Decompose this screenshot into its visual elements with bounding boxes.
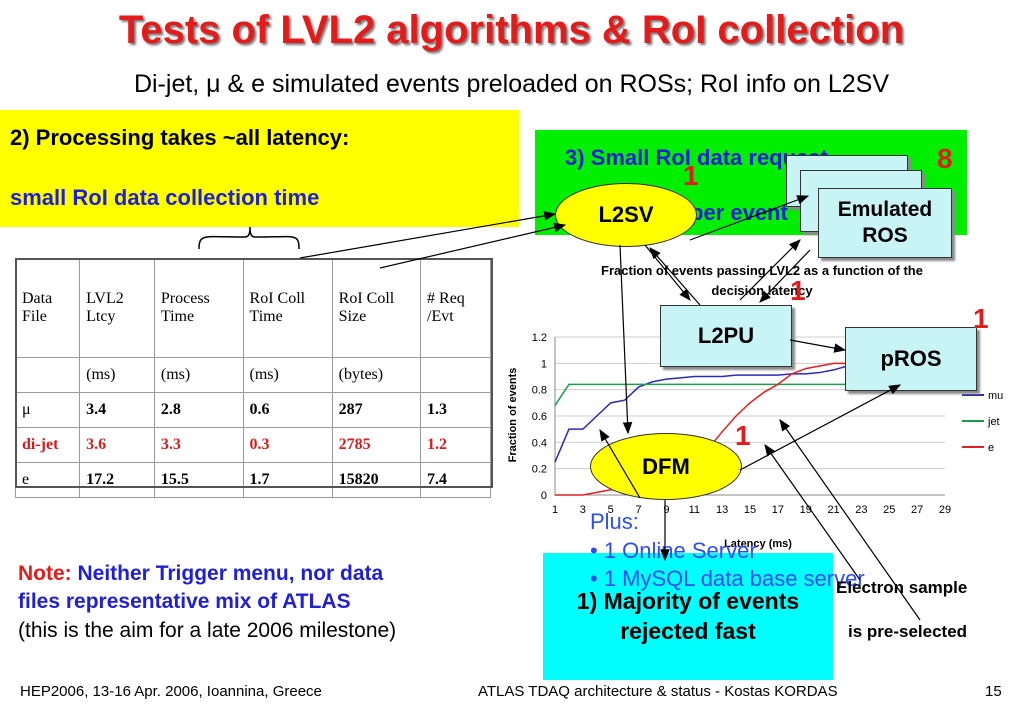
note-block: Note: Neither Trigger menu, nor data fil…: [18, 560, 396, 645]
footer-center: ATLAS TDAQ architecture & status - Kosta…: [478, 683, 838, 700]
series-line-mu: [554, 362, 890, 463]
table-row: e 17.2 15.5 1.7 15820 7.4: [14, 462, 491, 498]
y-tick-label: 0.8: [532, 385, 547, 397]
l2sv-node: L2SV: [555, 183, 697, 247]
y-tick-label: 0.6: [532, 411, 547, 423]
collection-text: small RoI data collection time: [10, 185, 320, 210]
table-cell: 17.2: [79, 462, 155, 498]
chart-ylabel: Fraction of events: [507, 368, 519, 463]
note-label: Note:: [18, 562, 72, 585]
electron-label: Electron sample: [836, 578, 968, 597]
y-tick-label: 0: [541, 490, 547, 502]
plus-heading: Plus:: [590, 509, 639, 534]
y-tick-label: 1: [541, 358, 547, 370]
x-tick-label: 29: [939, 504, 951, 516]
table-cell: 15.5: [153, 462, 244, 498]
table-border: [15, 258, 493, 488]
x-tick-label: 27: [911, 504, 923, 516]
x-tick-label: 13: [716, 504, 728, 516]
table-header: RoI Coll Time: [242, 258, 333, 358]
table-row: μ 3.4 2.8 0.6 287 1.3: [14, 392, 491, 428]
ros-count: 8: [937, 143, 953, 174]
plus-item: • 1 Online Server: [590, 537, 757, 563]
table-header: RoI Coll Size: [331, 258, 422, 358]
table-cell: 3.3: [153, 427, 244, 463]
l2pu-node: L2PU: [660, 305, 792, 367]
x-tick-label: 5: [608, 504, 614, 516]
table-cell: 287: [331, 392, 422, 428]
brace-icon: [198, 226, 300, 250]
request-text-2: per event: [690, 200, 788, 225]
x-tick-label: 3: [580, 504, 586, 516]
y-tick-label: 1.2: [532, 332, 547, 344]
x-tick-label: 1: [552, 504, 558, 516]
x-tick-label: 7: [636, 504, 642, 516]
table-cell: 15820: [331, 462, 422, 498]
table-cell: 7.4: [420, 462, 491, 498]
x-tick-label: 11: [689, 504, 700, 516]
processing-text: 2) Processing takes ~all latency:: [10, 125, 350, 150]
pros-count: 1: [973, 303, 989, 334]
processing-box: [0, 110, 519, 227]
table-cell: 3.4: [79, 392, 155, 428]
note-text: Neither Trigger menu, nor data: [71, 562, 384, 585]
slide-subtitle: Di-jet, μ & e simulated events preloaded…: [133, 70, 890, 98]
l2sv-count: 1: [683, 160, 699, 191]
table-cell: 0.6: [242, 392, 333, 428]
legend-label: mu: [988, 390, 1003, 402]
dfm-count: 1: [735, 420, 751, 451]
dfm-node: DFM: [590, 433, 742, 500]
pros-node: pROS: [845, 327, 977, 391]
table-unit: (ms): [153, 357, 244, 393]
table-unit: (bytes): [331, 357, 422, 393]
note-text-2: files representative mix of ATLAS: [18, 590, 351, 614]
table-cell: μ: [14, 392, 81, 428]
y-tick-label: 0.4: [532, 437, 547, 449]
page-number: 15: [985, 683, 1002, 700]
plus-list: Plus: • 1 Online Server • 1 MySQL data b…: [590, 508, 865, 594]
chart-legend: mu jet e: [962, 390, 1003, 454]
request-text: 3) Small RoI data request: [565, 145, 828, 170]
electron-label-2: is pre-selected: [848, 622, 968, 641]
chart-title: Fraction of events passing LVL2 as a fun…: [601, 263, 923, 298]
legend-label: e: [988, 442, 994, 454]
y-tick-label: 0.2: [532, 464, 547, 476]
emulated-ros-node: Emulated ROS: [818, 188, 952, 258]
x-tick-label: 9: [663, 504, 669, 516]
x-tick-label: 15: [744, 504, 756, 516]
l2pu-count: 1: [790, 275, 806, 306]
table-cell: e: [14, 462, 81, 498]
note-aside: (this is the aim for a late 2006 milesto…: [18, 618, 397, 642]
results-table: Data File LVL2 Ltcy Process Time RoI Col…: [14, 258, 491, 498]
slide-title: Tests of LVL2 algorithms & RoI collectio…: [118, 8, 905, 52]
footer-left: HEP2006, 13-16 Apr. 2006, Ioannina, Gree…: [20, 683, 322, 700]
legend-label: jet: [987, 416, 1000, 428]
x-tick-label: 25: [883, 504, 895, 516]
plus-item: • 1 MySQL data base server: [590, 566, 865, 592]
series-line-jet: [554, 383, 890, 406]
